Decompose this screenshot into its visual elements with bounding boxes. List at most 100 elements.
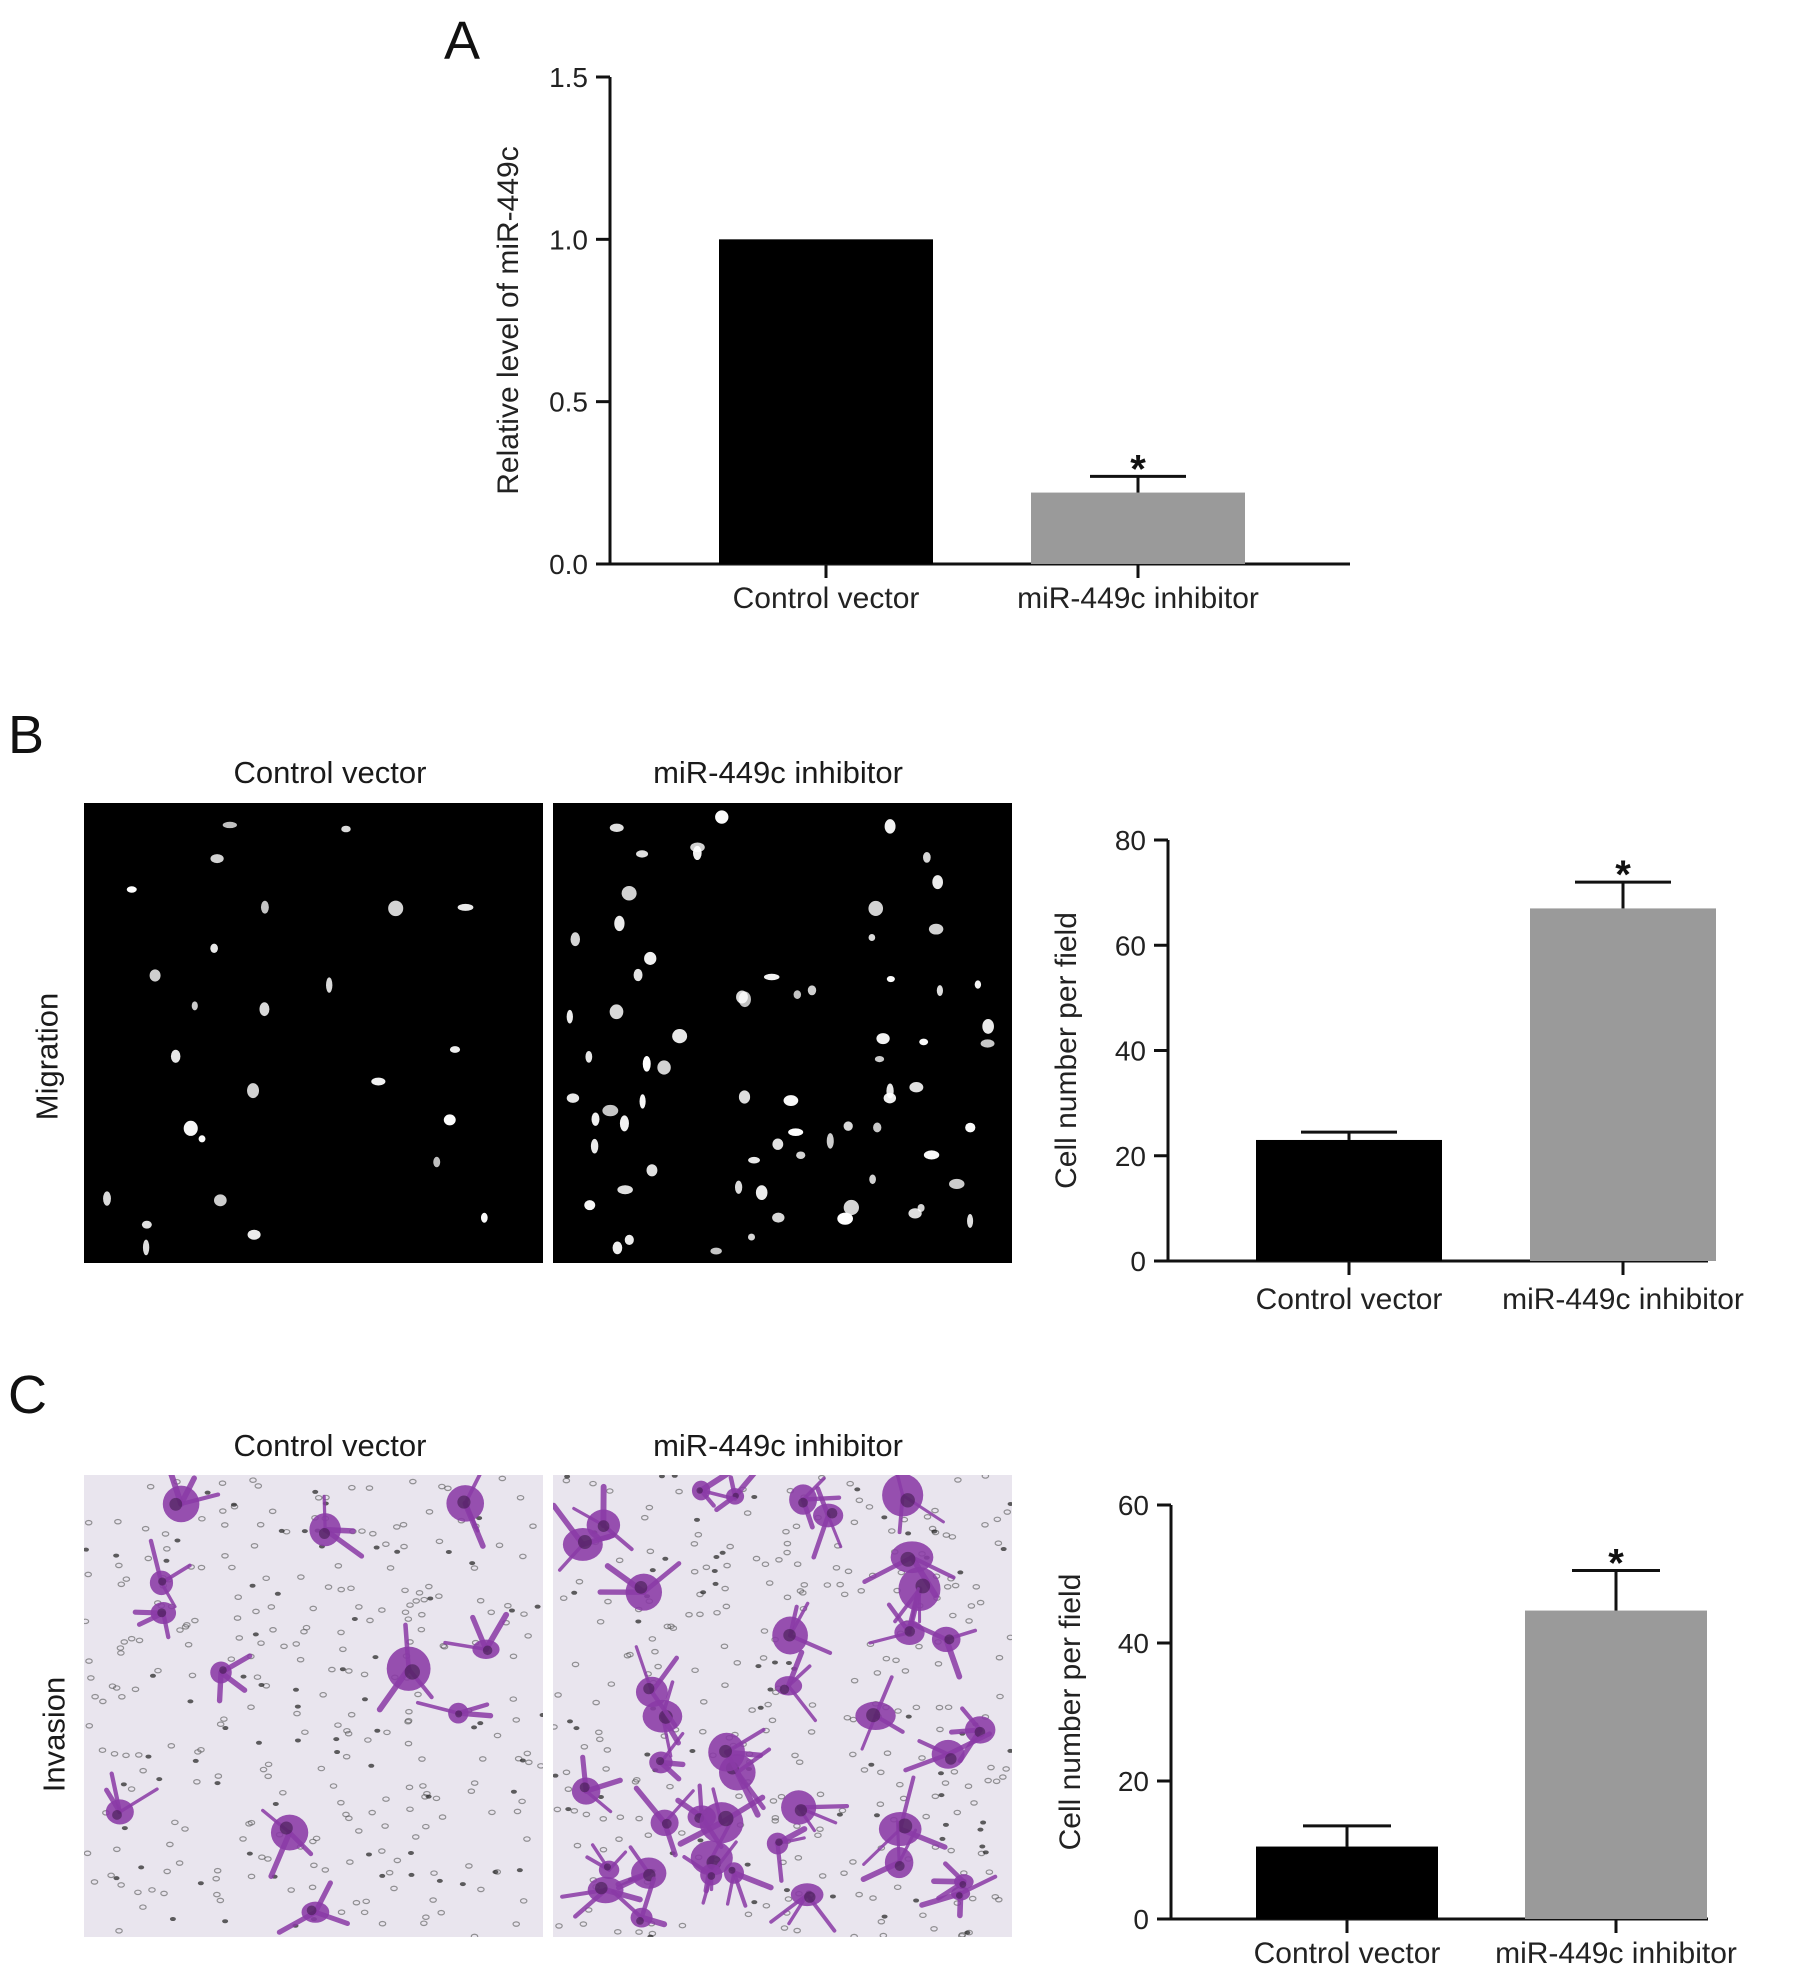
membrane-pore [713,1609,721,1616]
cell-body [774,1676,803,1696]
membrane-pore [418,1611,426,1618]
migrated-cell [932,875,943,890]
membrane-pore [99,1698,107,1705]
membrane-pore-dark [249,1583,256,1588]
cell-nucleus [955,1892,963,1899]
membrane-pore [498,1475,507,1482]
migrated-cell [876,1033,890,1045]
membrane-pore-dark [938,1793,945,1798]
migrated-cell [923,1150,940,1160]
migrated-cell [210,943,218,954]
membrane-pore [685,1611,693,1618]
membrane-pore [347,1585,355,1592]
y-axis-label: Cell number per field [1050,912,1083,1189]
cell-nucleus [866,1708,881,1723]
membrane-pore [378,1848,386,1854]
membrane-pore [339,1646,347,1653]
membrane-pore [645,1504,654,1511]
membrane-pore [992,1778,1001,1785]
membrane-pore-dark [436,1878,443,1883]
membrane-pore [771,1815,780,1821]
membrane-pore [355,1604,363,1610]
membrane-pore [879,1932,888,1939]
membrane-pore [406,1806,414,1813]
membrane-pore-dark [187,1699,194,1704]
membrane-pore-dark [365,1852,372,1857]
membrane-pore [254,1483,263,1489]
bar-mir449c-inhibitor [1530,908,1716,1261]
invasion-image-inhibitor [550,1445,1015,1940]
membrane-pore-dark [255,1740,262,1745]
membrane-pore [991,1894,1000,1900]
membrane-pore [478,1756,487,1762]
membrane-pore [793,1561,802,1567]
membrane-pore [887,1528,896,1534]
membrane-pore [554,1692,562,1698]
membrane-pore [615,1557,624,1564]
membrane-pore [849,1859,857,1865]
migrated-cell [965,1122,976,1133]
invaded-cell [931,1861,974,1901]
migrated-cell [126,886,137,893]
membrane-pore [117,1650,125,1656]
invaded-cell [148,1538,192,1609]
membrane-pore [995,1896,1003,1903]
cell-nucleus [728,1866,736,1874]
migrated-cell [141,1220,152,1229]
membrane-pore [849,1751,857,1758]
membrane-pore-dark [169,1917,176,1922]
invaded-cell [611,1876,668,1928]
membrane-pore [931,1507,939,1514]
y-tick-label: 1.0 [549,224,588,255]
y-tick-label: 80 [1115,825,1146,856]
bar-control-vector [1256,1139,1442,1261]
migrated-cell [443,1114,456,1126]
membrane-pore-dark [192,1758,199,1763]
membrane-pore-dark [1007,1748,1014,1753]
migrated-cell [636,850,649,858]
membrane-pore [678,1830,686,1836]
cell-nucleus [904,1626,916,1637]
migrated-cell [590,1138,599,1154]
membrane-pore [915,1643,923,1650]
membrane-pore-dark [689,1748,696,1753]
membrane-pore [382,1796,390,1802]
membrane-pore [721,1682,729,1688]
membrane-pore [134,1752,143,1758]
membrane-pore [115,1562,123,1569]
migrated-cell [624,1234,634,1245]
membrane-pore [352,1899,361,1906]
migrated-cell [843,1121,853,1131]
membrane-pore [213,1891,221,1898]
membrane-pore [309,1838,317,1845]
membrane-pore [107,1872,115,1879]
membrane-pore [1006,1634,1015,1641]
membrane-pore [942,1532,951,1538]
membrane-pore-dark [873,1813,880,1818]
membrane-pore [694,1531,703,1538]
x-tick-label: miR-449c inhibitor [1017,582,1259,615]
membrane-pore [1002,1766,1010,1772]
membrane-pore [258,1854,266,1860]
membrane-pore [892,1657,900,1664]
cell-nucleus [661,1818,672,1829]
membrane-pore [366,1617,374,1624]
membrane-pore [599,1846,608,1853]
membrane-pore [429,1897,437,1903]
membrane-pore [117,1882,125,1888]
membrane-pore-dark [394,1549,401,1554]
membrane-pore-dark [713,1555,720,1560]
membrane-pore [575,1578,584,1585]
invaded-cell [376,1622,434,1713]
invaded-cell [708,1727,766,1785]
membrane-pore [654,1663,662,1670]
membrane-pore [943,1584,952,1590]
membrane-pore [748,1707,756,1713]
membrane-pore-dark [278,1528,285,1533]
membrane-pore [404,1740,413,1747]
migrated-cell [191,1001,198,1011]
membrane-pore-dark [477,1721,484,1726]
membrane-pore [869,1895,877,1901]
membrane-pore [970,1800,978,1806]
membrane-pore [420,1920,428,1927]
